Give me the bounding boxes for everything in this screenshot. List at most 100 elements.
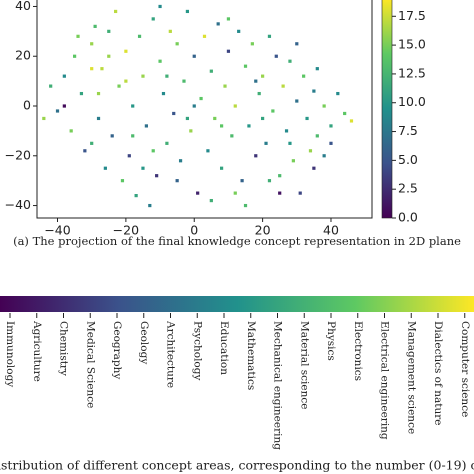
point bbox=[168, 29, 172, 33]
point bbox=[209, 69, 213, 73]
x-tick-label: 0 bbox=[190, 223, 198, 238]
point bbox=[151, 17, 155, 21]
point bbox=[69, 129, 73, 133]
point bbox=[240, 179, 244, 183]
point bbox=[264, 141, 268, 145]
point bbox=[302, 74, 306, 78]
y-tick-label: −20 bbox=[5, 147, 31, 162]
point bbox=[298, 191, 302, 195]
x-tick-label: −20 bbox=[113, 223, 139, 238]
x-tick-label: 40 bbox=[323, 223, 339, 238]
point bbox=[144, 124, 148, 128]
point bbox=[73, 54, 77, 58]
point bbox=[192, 54, 196, 58]
point bbox=[315, 134, 319, 138]
point bbox=[100, 67, 104, 71]
point bbox=[107, 29, 111, 33]
point bbox=[107, 54, 111, 58]
y-tick-label: 20 bbox=[15, 48, 31, 63]
category-label: Electrical engineering bbox=[379, 321, 391, 440]
caption-a: (a) The projection of the final knowledg… bbox=[13, 234, 461, 248]
category-label: Medical Science bbox=[84, 321, 96, 408]
point bbox=[305, 116, 309, 121]
point bbox=[137, 34, 142, 38]
category-colorbar bbox=[0, 296, 474, 312]
category-label: Geography bbox=[111, 321, 123, 379]
category-label: Architecture bbox=[165, 320, 177, 388]
colorbar-tick-label: 7.5 bbox=[398, 123, 418, 138]
point bbox=[243, 203, 248, 208]
y-tick-label: 0 bbox=[23, 98, 31, 113]
point bbox=[288, 59, 292, 63]
point bbox=[131, 104, 135, 108]
point bbox=[55, 109, 60, 113]
point bbox=[271, 109, 275, 113]
point bbox=[278, 191, 282, 195]
colorbar-tick-label: 15.0 bbox=[398, 37, 426, 52]
point bbox=[261, 116, 265, 121]
point bbox=[96, 116, 101, 121]
category-label: Agriculture bbox=[31, 320, 43, 382]
point bbox=[42, 116, 46, 121]
x-tick-label: −40 bbox=[44, 223, 70, 238]
point bbox=[250, 42, 254, 46]
point bbox=[291, 159, 295, 163]
point bbox=[90, 141, 94, 145]
point bbox=[284, 129, 289, 133]
point bbox=[79, 91, 84, 96]
colorbar-tick-label: 12.5 bbox=[398, 65, 426, 80]
point bbox=[295, 42, 299, 46]
point bbox=[175, 179, 179, 183]
point bbox=[196, 191, 200, 195]
point bbox=[124, 79, 128, 83]
point bbox=[329, 124, 333, 128]
category-label: Electronics bbox=[352, 321, 364, 381]
colorbar-tick-label: 10.0 bbox=[398, 94, 426, 109]
point bbox=[199, 96, 203, 101]
point bbox=[185, 9, 190, 14]
point bbox=[295, 99, 299, 103]
point bbox=[281, 84, 285, 88]
point bbox=[288, 141, 292, 145]
y-tick-label: −40 bbox=[5, 197, 31, 212]
point bbox=[274, 54, 278, 58]
point bbox=[141, 74, 145, 78]
point bbox=[96, 91, 101, 96]
category-label: Computer science bbox=[459, 321, 471, 417]
category-label: Dialectics of nature bbox=[432, 321, 444, 425]
point bbox=[189, 129, 193, 133]
point bbox=[230, 134, 234, 138]
point bbox=[182, 79, 186, 83]
point bbox=[243, 64, 248, 68]
point bbox=[103, 166, 107, 170]
point bbox=[49, 84, 53, 88]
point bbox=[226, 17, 231, 21]
point bbox=[117, 84, 121, 88]
point bbox=[155, 174, 159, 178]
point bbox=[178, 159, 183, 163]
point bbox=[161, 91, 166, 96]
category-label: Psychology bbox=[191, 321, 203, 380]
point bbox=[209, 198, 213, 203]
point bbox=[257, 91, 261, 96]
point bbox=[120, 179, 125, 183]
point bbox=[267, 179, 272, 183]
point bbox=[254, 79, 258, 83]
point bbox=[322, 154, 326, 158]
point bbox=[233, 191, 237, 195]
point bbox=[278, 174, 282, 178]
point bbox=[90, 67, 94, 71]
point bbox=[185, 116, 190, 121]
scatter-plot bbox=[42, 4, 354, 208]
point bbox=[202, 34, 207, 38]
point bbox=[93, 24, 97, 28]
plot-frame bbox=[36, 0, 373, 219]
point bbox=[216, 22, 220, 26]
point bbox=[329, 141, 333, 145]
colorbar bbox=[381, 0, 393, 219]
point bbox=[62, 74, 66, 78]
point bbox=[267, 34, 272, 38]
point bbox=[343, 111, 347, 116]
colorbar-tick-label: 0.0 bbox=[398, 210, 418, 225]
